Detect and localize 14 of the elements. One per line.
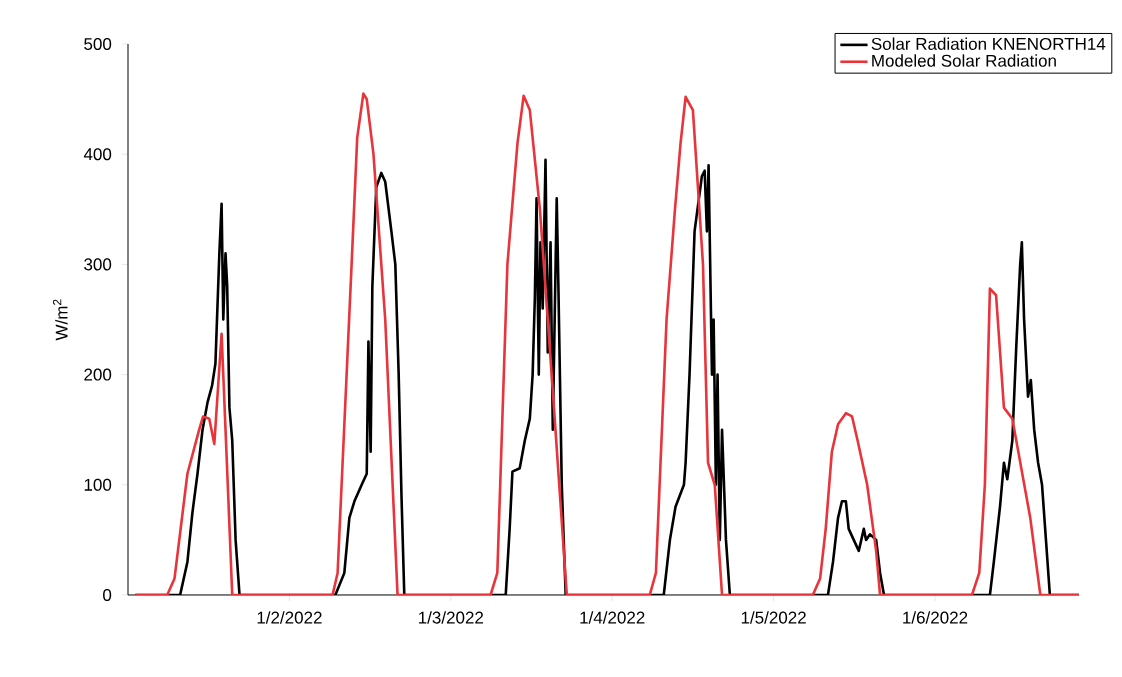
x-tick-label: 1/2/2022 (257, 611, 322, 624)
x-tick-label: 1/3/2022 (419, 611, 484, 624)
x-tick-label: 1/6/2022 (903, 611, 968, 624)
x-tick-label: 1/4/2022 (580, 611, 645, 624)
legend-label: Solar Radiation KNENORTH14 (871, 37, 1106, 50)
y-tick-label: 400 (83, 148, 112, 161)
y-tick-label: 200 (84, 368, 112, 381)
y-axis-title: W/m$^{2}$ (52, 299, 68, 341)
y-tick-label: 300 (84, 258, 112, 271)
y-tick-label: 0 (103, 588, 112, 602)
x-tick-label: 1/5/2022 (741, 611, 806, 624)
legend-label: Modeled Solar Radiation (872, 54, 1056, 67)
y-tick-label: 100 (84, 478, 112, 491)
y-tick-label: 500 (84, 37, 112, 51)
